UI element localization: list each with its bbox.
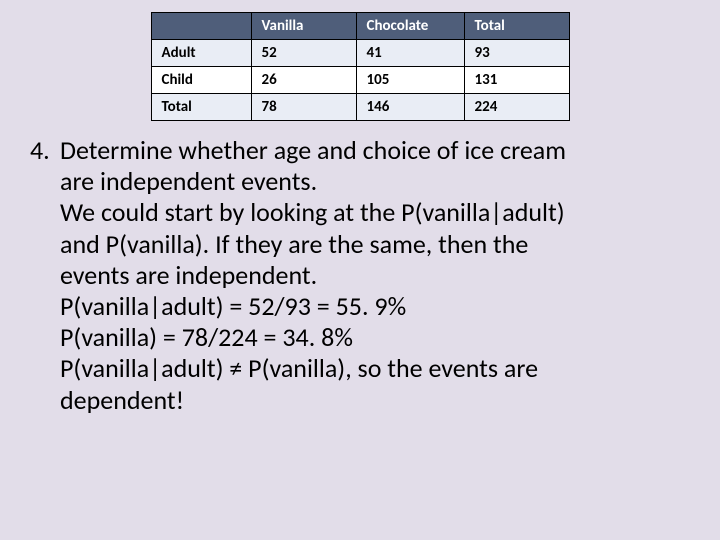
cell-total-grand: 224 — [464, 94, 569, 121]
question-block: 4.Determine whether age and choice of ic… — [0, 135, 720, 416]
cell-adult-vanilla: 52 — [251, 40, 356, 67]
row-label-total: Total — [151, 94, 251, 121]
cell-total-chocolate: 146 — [356, 94, 464, 121]
header-chocolate: Chocolate — [356, 13, 464, 40]
cell-child-vanilla: 26 — [251, 67, 356, 94]
question-line5: events are independent. — [30, 260, 690, 291]
cell-adult-chocolate: 41 — [356, 40, 464, 67]
question-line6: P(vanilla|adult) = 52/93 = 55. 9% — [30, 291, 690, 322]
cell-total-vanilla: 78 — [251, 94, 356, 121]
question-number: 4. — [30, 135, 60, 166]
table-row: Adult 52 41 93 — [151, 40, 569, 67]
cell-child-chocolate: 105 — [356, 67, 464, 94]
question-line8: P(vanilla|adult) ≠ P(vanilla), so the ev… — [30, 353, 690, 384]
question-line3: We could start by looking at the P(vanil… — [30, 197, 690, 228]
question-line9: dependent! — [30, 385, 690, 416]
cell-child-total: 131 — [464, 67, 569, 94]
cell-adult-total: 93 — [464, 40, 569, 67]
table-header-row: Vanilla Chocolate Total — [151, 13, 569, 40]
question-line1: Determine whether age and choice of ice … — [60, 134, 566, 166]
question-line2: are independent events. — [30, 166, 690, 197]
question-line7: P(vanilla) = 78/224 = 34. 8% — [30, 322, 690, 353]
header-vanilla: Vanilla — [251, 13, 356, 40]
question-line4: and P(vanilla). If they are the same, th… — [30, 229, 690, 260]
table-row: Child 26 105 131 — [151, 67, 569, 94]
header-total: Total — [464, 13, 569, 40]
row-label-child: Child — [151, 67, 251, 94]
contingency-table: Vanilla Chocolate Total Adult 52 41 93 C… — [151, 12, 570, 121]
table-row: Total 78 146 224 — [151, 94, 569, 121]
row-label-adult: Adult — [151, 40, 251, 67]
header-blank — [151, 13, 251, 40]
